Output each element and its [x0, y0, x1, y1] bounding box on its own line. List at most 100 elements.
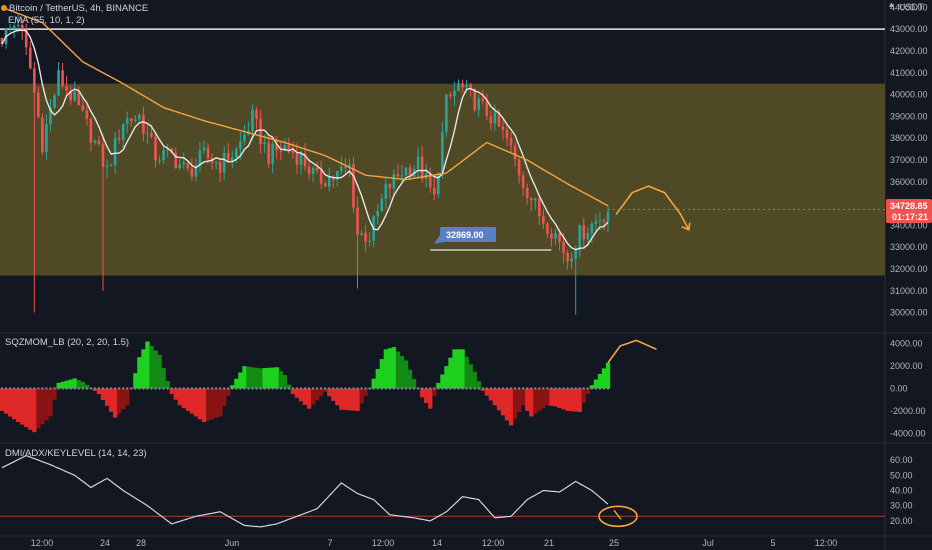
current-price-tag: 34728.85 01:17:21 [886, 199, 932, 223]
momentum-bar [508, 388, 514, 426]
squeeze-dot [53, 387, 56, 390]
support-resistance-zone[interactable] [0, 83, 885, 276]
squeeze-dot [380, 387, 383, 390]
candle [574, 245, 577, 315]
momentum-bar [52, 388, 57, 400]
squeeze-dot [526, 387, 529, 390]
candle-body [129, 118, 133, 122]
momentum-bar [517, 388, 522, 413]
candle [69, 85, 72, 106]
candle-body [590, 223, 594, 234]
candle [125, 111, 129, 133]
squeeze-dot [283, 387, 286, 390]
momentum-bar [16, 388, 21, 423]
squeeze-dot [566, 387, 569, 390]
momentum-bar [96, 388, 102, 395]
momentum-bar [601, 368, 607, 389]
momentum-bar [488, 388, 494, 401]
candle [73, 81, 77, 102]
adx-tick-label: 60.00 [890, 455, 913, 465]
candle-body [533, 198, 537, 201]
highlight-circle[interactable] [598, 505, 638, 528]
candle-body [392, 174, 396, 189]
candle [469, 82, 472, 97]
candle-body [432, 187, 436, 195]
momentum-bar [496, 388, 502, 411]
candle [230, 150, 234, 169]
price-axis-menu-icon[interactable]: ▴ [889, 0, 894, 9]
squeeze-dot [299, 387, 303, 390]
momentum-bar [452, 349, 457, 389]
candle-body [570, 258, 573, 262]
annotation-box[interactable] [434, 227, 496, 244]
ema-legend: EMA (55, 10, 1, 2) [8, 15, 85, 26]
squeeze-dot [287, 387, 291, 390]
candle-body [230, 157, 234, 162]
squeeze-dot [295, 387, 299, 390]
momentum-bar [561, 388, 566, 410]
candle-body [283, 144, 287, 152]
highlight-tick[interactable] [613, 509, 622, 520]
candle [542, 208, 545, 230]
momentum-bar [569, 388, 574, 412]
candle-body [186, 162, 190, 169]
squeeze-dot [336, 387, 339, 390]
dmi-adx-panel[interactable] [0, 454, 885, 528]
momentum-forecast-curve[interactable] [607, 339, 657, 364]
momentum-bar [250, 367, 255, 389]
candle-body [73, 91, 77, 101]
momentum-bar [521, 388, 526, 406]
candle [45, 114, 48, 161]
candle-body [469, 84, 472, 90]
momentum-bar [351, 388, 356, 411]
candle [546, 221, 549, 238]
forecast-arrowhead[interactable] [681, 222, 691, 231]
momentum-bar [104, 388, 110, 406]
candle [445, 94, 448, 138]
candle-body [239, 141, 242, 149]
candle [105, 159, 109, 178]
momentum-bar [387, 348, 393, 389]
squeeze-dot [194, 387, 198, 390]
forecast-arrow[interactable] [615, 185, 690, 231]
candle [558, 231, 561, 251]
price-annotation[interactable]: 32869.00 [434, 227, 496, 244]
price-tick-label: 33000.00 [890, 242, 928, 252]
momentum-bar [294, 388, 300, 398]
momentum-bar [375, 368, 380, 389]
squeeze-dot [101, 387, 105, 390]
candle [93, 139, 97, 145]
candle [97, 136, 101, 146]
momentum-panel[interactable] [0, 339, 657, 433]
momentum-bar [500, 388, 506, 416]
squeeze-dot [465, 387, 468, 390]
squeeze-dot [473, 387, 476, 390]
adx-tick-label: 20.00 [890, 516, 913, 526]
candle [198, 142, 202, 173]
candle [533, 197, 537, 210]
squeeze-dot [182, 387, 185, 390]
momentum-bar [76, 380, 81, 389]
squeeze-dot [206, 387, 210, 390]
candle-body [77, 91, 81, 106]
candle-body [525, 187, 529, 199]
price-tick-label: 43000.00 [890, 24, 928, 34]
candle-body [449, 94, 452, 96]
momentum-bar [468, 364, 473, 389]
time-tick-label: 12:00 [31, 538, 54, 548]
candle [0, 37, 4, 48]
momentum-bar [177, 388, 182, 406]
momentum-bar [403, 360, 409, 389]
momentum-bar [169, 388, 174, 395]
price-panel[interactable] [0, 6, 885, 315]
price-tick-label: 31000.00 [890, 286, 928, 296]
candle-body [267, 142, 270, 164]
momentum-bar [581, 388, 586, 404]
squeeze-dot [303, 387, 307, 390]
squeeze-dot [255, 387, 258, 390]
candle [578, 224, 582, 258]
momentum-bar [371, 378, 376, 389]
squeeze-dot [408, 387, 412, 390]
candle [299, 150, 303, 175]
